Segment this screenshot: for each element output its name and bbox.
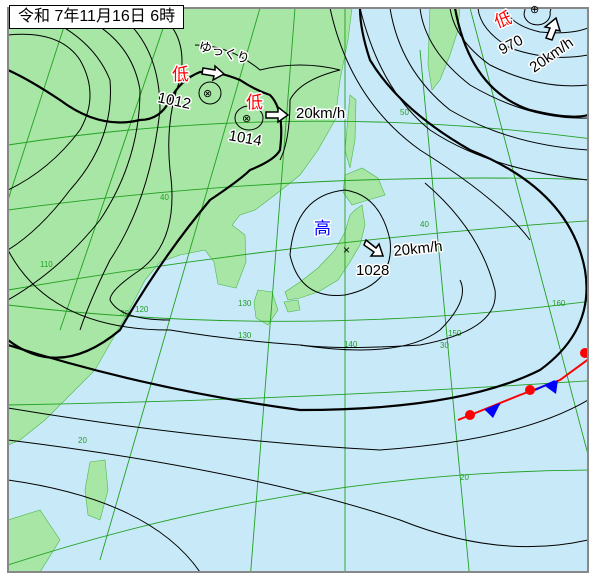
high-1028: 高 × 1028 20km/h <box>313 218 445 281</box>
lat-label: 50 <box>400 108 409 117</box>
low-symbol: 低 <box>246 93 263 112</box>
lat-label: 40 <box>160 193 169 202</box>
arrow-icon <box>543 16 562 41</box>
lon-label: 130 <box>238 331 252 340</box>
grid-labels: 50 40 30 20 40 30 20 110 120 130 140 150… <box>40 108 566 482</box>
stationary-front <box>457 348 588 421</box>
high-center-icon: × <box>343 243 350 257</box>
arrow-icon <box>363 238 385 257</box>
high-symbol: 高 <box>314 219 331 238</box>
arrow-icon <box>201 64 226 82</box>
low-center-icon: ⊗ <box>203 88 212 100</box>
lon-label: 110 <box>40 260 53 269</box>
lon-label: 130 <box>238 299 252 308</box>
low-center-icon: ⊗ <box>242 113 251 125</box>
map-title: 令和 7年11月16日 6時 <box>9 5 185 29</box>
graticule <box>8 8 588 572</box>
lat-label: 20 <box>460 473 469 482</box>
low-symbol: 低 <box>172 65 189 84</box>
motion-label: 20km/h <box>296 105 345 122</box>
pressure-value: 1028 <box>356 262 389 279</box>
lat-label: 20 <box>78 436 87 445</box>
low-center-icon: ⊕ <box>530 4 539 16</box>
lat-label: 30 <box>440 341 449 350</box>
lat-label: 40 <box>420 220 429 229</box>
lon-label: 160 <box>552 299 566 308</box>
arrow-icon <box>265 105 290 124</box>
low-1014: 低 1014 ⊗ 20km/h <box>226 92 347 152</box>
lon-label: 150 <box>448 329 462 338</box>
isobars <box>8 8 588 572</box>
thick-isobars <box>8 8 588 412</box>
lon-label: 140 <box>344 340 358 349</box>
lon-label: 120 <box>135 305 149 314</box>
lat-label: 30 <box>120 309 129 318</box>
